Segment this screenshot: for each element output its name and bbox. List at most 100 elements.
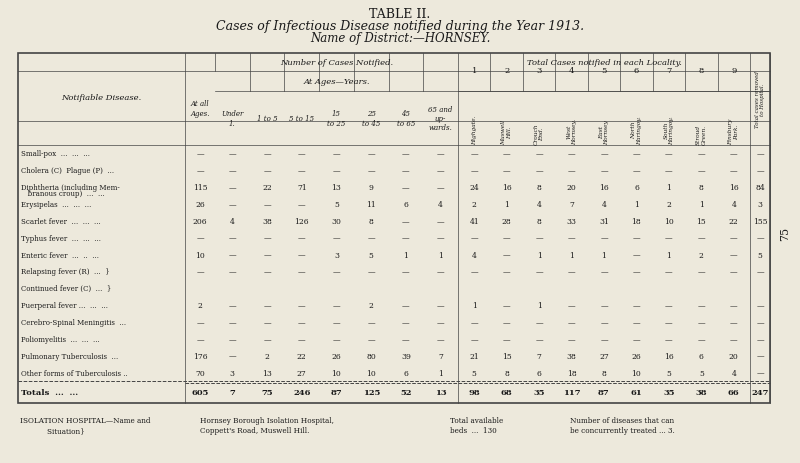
- Text: 117: 117: [562, 388, 580, 396]
- Text: 7: 7: [230, 388, 235, 396]
- Text: 206: 206: [193, 218, 207, 225]
- Text: Total available
beds  ...  130: Total available beds ... 130: [450, 416, 503, 434]
- Text: —: —: [333, 301, 340, 309]
- Text: 6: 6: [403, 200, 408, 208]
- Text: 247: 247: [751, 388, 769, 396]
- Text: —: —: [298, 251, 306, 259]
- Text: —: —: [298, 268, 306, 276]
- Text: 115: 115: [193, 184, 207, 192]
- Text: —: —: [756, 335, 764, 343]
- Text: 4: 4: [602, 200, 606, 208]
- Text: 1: 1: [634, 200, 639, 208]
- Text: —: —: [298, 167, 306, 175]
- Text: 87: 87: [598, 388, 610, 396]
- Text: Stroud
Green.: Stroud Green.: [696, 125, 706, 144]
- Text: Highgate.: Highgate.: [472, 115, 477, 144]
- Text: 27: 27: [297, 369, 306, 377]
- Text: —: —: [196, 234, 204, 242]
- Text: 4: 4: [472, 251, 477, 259]
- Text: 176: 176: [193, 352, 207, 360]
- Text: Scarlet fever  ...  ...  ...: Scarlet fever ... ... ...: [21, 218, 101, 225]
- Bar: [18, 54, 770, 403]
- Text: —: —: [633, 234, 640, 242]
- Text: 2: 2: [198, 301, 202, 309]
- Text: 30: 30: [331, 218, 342, 225]
- Text: 8: 8: [698, 67, 704, 75]
- Text: 5: 5: [369, 251, 374, 259]
- Text: 10: 10: [631, 369, 642, 377]
- Text: —: —: [263, 167, 271, 175]
- Text: 52: 52: [400, 388, 412, 396]
- Text: —: —: [600, 301, 608, 309]
- Text: 68: 68: [501, 388, 513, 396]
- Text: Number of diseases that can
be concurrently treated ... 3.: Number of diseases that can be concurren…: [570, 416, 674, 434]
- Text: —: —: [402, 268, 410, 276]
- Text: 1: 1: [472, 301, 477, 309]
- Text: —: —: [298, 234, 306, 242]
- Text: 38: 38: [695, 388, 707, 396]
- Text: —: —: [600, 167, 608, 175]
- Text: 7: 7: [666, 67, 671, 75]
- Text: West
Hornsey.: West Hornsey.: [566, 119, 577, 144]
- Text: —: —: [665, 301, 673, 309]
- Text: —: —: [333, 335, 340, 343]
- Text: —: —: [229, 335, 236, 343]
- Text: 4: 4: [438, 200, 443, 208]
- Text: Diphtheria (including Mem-: Diphtheria (including Mem-: [21, 184, 120, 192]
- Text: 605: 605: [191, 388, 209, 396]
- Text: 2: 2: [369, 301, 374, 309]
- Text: 1: 1: [438, 369, 443, 377]
- Text: —: —: [402, 301, 410, 309]
- Text: 33: 33: [566, 218, 577, 225]
- Text: 8: 8: [699, 184, 704, 192]
- Text: Hornsey Borough Isolation Hospital,
Coppett's Road, Muswell Hill.: Hornsey Borough Isolation Hospital, Copp…: [200, 416, 334, 434]
- Text: 6: 6: [634, 67, 639, 75]
- Text: —: —: [229, 200, 236, 208]
- Text: —: —: [665, 167, 673, 175]
- Text: —: —: [756, 352, 764, 360]
- Text: 35: 35: [534, 388, 545, 396]
- Text: —: —: [333, 234, 340, 242]
- Text: 10: 10: [195, 251, 205, 259]
- Text: Name of District:—HORNSEY.: Name of District:—HORNSEY.: [310, 32, 490, 45]
- Text: —: —: [665, 268, 673, 276]
- Text: Relapsing fever (R)  ...  }: Relapsing fever (R) ... }: [21, 268, 110, 276]
- Text: 98: 98: [468, 388, 480, 396]
- Text: —: —: [503, 150, 510, 158]
- Text: At Ages—Years.: At Ages—Years.: [303, 78, 370, 86]
- Text: Totals  ...  ...: Totals ... ...: [21, 388, 78, 396]
- Text: —: —: [756, 234, 764, 242]
- Text: 65 and
up-
wards.: 65 and up- wards.: [429, 106, 453, 132]
- Text: 1: 1: [403, 251, 408, 259]
- Text: Cerebro-Spinal Meningitis  ...: Cerebro-Spinal Meningitis ...: [21, 319, 126, 326]
- Text: 4: 4: [731, 200, 736, 208]
- Text: 16: 16: [664, 352, 674, 360]
- Text: —: —: [756, 150, 764, 158]
- Text: 7: 7: [569, 200, 574, 208]
- Text: —: —: [535, 150, 543, 158]
- Text: —: —: [333, 319, 340, 326]
- Text: 15: 15: [697, 218, 706, 225]
- Text: Puerperal fever ...  ...  ...: Puerperal fever ... ... ...: [21, 301, 108, 309]
- Text: 4: 4: [569, 67, 574, 75]
- Text: Enteric fever  ...  ..  ...: Enteric fever ... .. ...: [21, 251, 99, 259]
- Text: 2: 2: [265, 352, 270, 360]
- Text: —: —: [470, 234, 478, 242]
- Text: —: —: [633, 167, 640, 175]
- Text: —: —: [756, 369, 764, 377]
- Text: —: —: [333, 268, 340, 276]
- Text: —: —: [600, 268, 608, 276]
- Text: 75: 75: [780, 226, 790, 241]
- Text: 41: 41: [470, 218, 479, 225]
- Text: —: —: [665, 335, 673, 343]
- Text: branous croup)  ...  ...: branous croup) ... ...: [21, 189, 105, 197]
- Text: —: —: [263, 200, 271, 208]
- Text: Finsbury
Park.: Finsbury Park.: [729, 119, 739, 144]
- Text: 5: 5: [472, 369, 477, 377]
- Text: 9: 9: [731, 67, 737, 75]
- Text: 1: 1: [569, 251, 574, 259]
- Text: —: —: [402, 234, 410, 242]
- Text: —: —: [665, 319, 673, 326]
- Text: —: —: [698, 335, 705, 343]
- Text: 22: 22: [729, 218, 738, 225]
